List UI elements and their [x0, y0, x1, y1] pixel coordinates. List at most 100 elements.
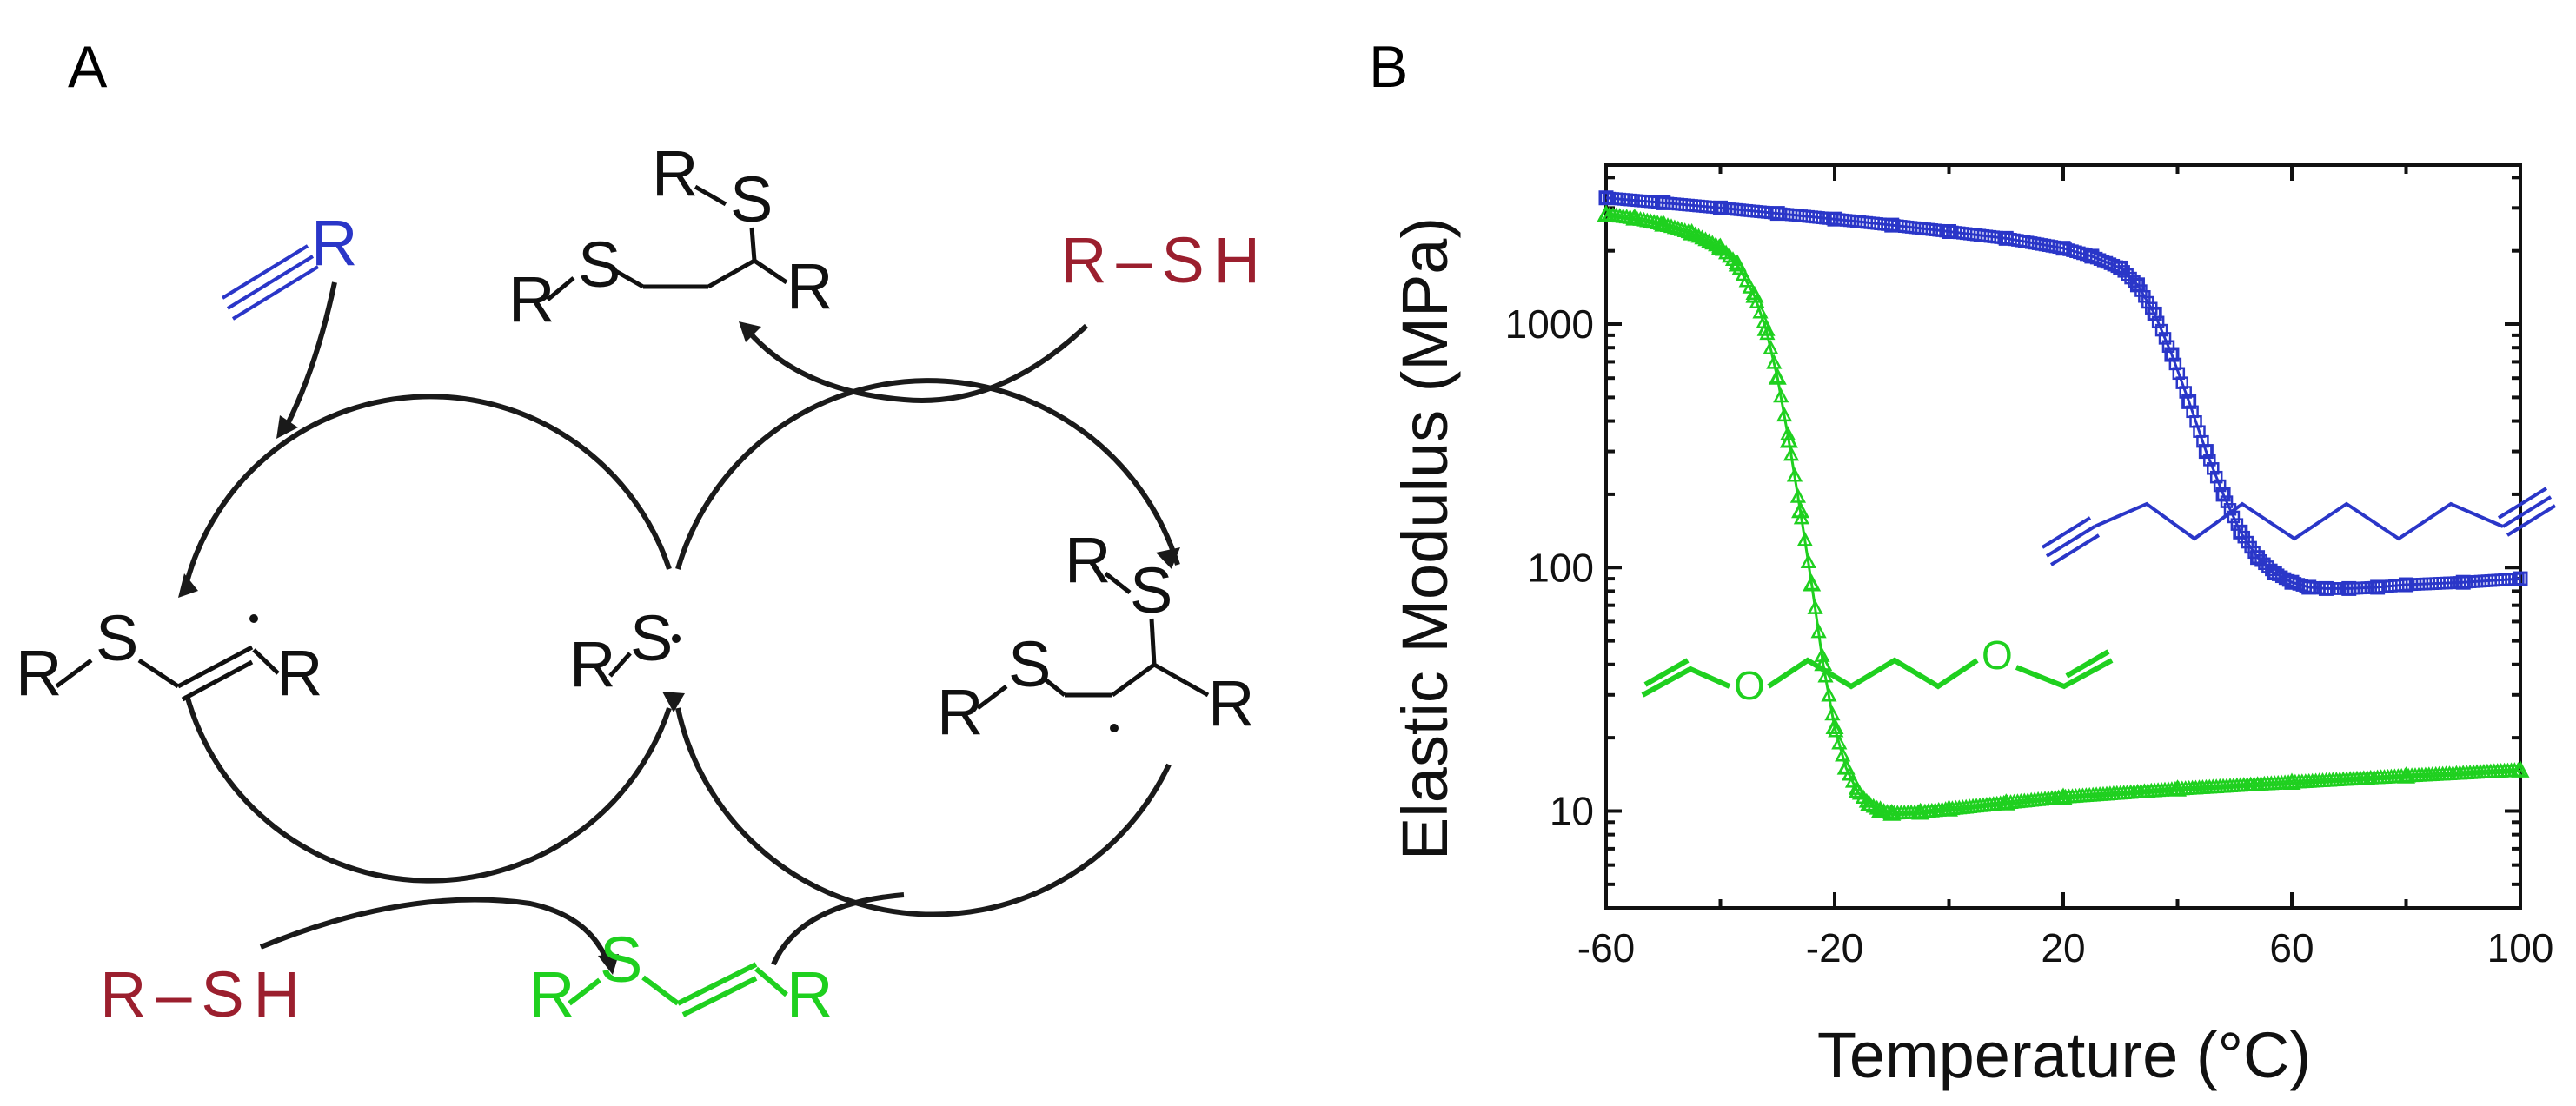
dialkyne-structure-icon	[2041, 487, 2557, 566]
marker	[1810, 623, 1827, 639]
marker	[2158, 332, 2172, 345]
marker	[2121, 268, 2134, 281]
y-axis-title: Elastic Modulus (MPa)	[1389, 217, 1461, 860]
x-axis-title: Temperature (°C)	[1817, 1019, 2311, 1091]
arrowhead-4	[178, 573, 198, 598]
marker	[1803, 575, 1820, 591]
top-adduct-r2: R	[508, 263, 554, 335]
marker	[1704, 235, 1721, 250]
marker	[1776, 407, 1793, 422]
marker	[1708, 236, 1724, 252]
plot-area: 10 100 1000 -60 -20 20 60 100	[1505, 163, 2554, 970]
series-line	[1605, 214, 2521, 816]
marker	[1783, 446, 1800, 461]
x-tick-label: -20	[1806, 925, 1863, 970]
marker	[2213, 479, 2227, 493]
x-tick-label: 60	[2269, 925, 2314, 970]
marker	[2220, 495, 2234, 508]
right-adduct-radical-dot	[1110, 724, 1119, 732]
thiyl-radical-structure: R S	[569, 602, 681, 700]
thiol-bottom-text: R–SH	[100, 958, 300, 1030]
marker	[1789, 487, 1806, 503]
thiol-bottom-entry-arrow	[259, 897, 611, 966]
marker	[1800, 553, 1816, 568]
thiyl-radical-dot	[672, 634, 681, 643]
marker	[1865, 798, 1882, 813]
vinyl-radical-dot	[249, 614, 258, 623]
marker	[1697, 231, 1714, 247]
top-adduct-r1: R	[652, 137, 698, 209]
marker	[2209, 470, 2223, 484]
right-adduct-r1: R	[1065, 524, 1111, 596]
marker	[2203, 454, 2216, 467]
marker	[2114, 262, 2127, 275]
panel-a-letter: A	[68, 34, 108, 100]
marker	[1766, 354, 1783, 369]
vinyl-radical-s: S	[96, 602, 138, 674]
thiol-bottom-structure: R–SH	[100, 958, 300, 1030]
marker	[1759, 325, 1776, 341]
vinyl-sulfide-r1: R	[528, 958, 574, 1030]
marker	[2117, 265, 2130, 278]
x-axis: -60 -20 20 60 100	[1577, 165, 2554, 970]
thiyl-r: R	[569, 628, 615, 700]
thiol-top-text: R–SH	[1060, 224, 1260, 296]
marker	[2151, 315, 2165, 329]
marker	[1821, 686, 1837, 702]
marker	[1763, 340, 1779, 354]
marker	[2510, 761, 2526, 777]
thiol-top-structure: R–SH	[1060, 224, 1260, 296]
marker	[2148, 308, 2161, 321]
marker	[1701, 233, 1717, 248]
marker	[1807, 599, 1823, 614]
vinyl-sulfide-r2: R	[787, 958, 833, 1030]
marker	[2128, 275, 2141, 288]
marker	[1828, 722, 1844, 738]
marker	[2230, 518, 2244, 531]
marker	[1683, 224, 1700, 240]
panel-b: B 10 100 1000 -60 -20 20 60 100 Elastic Modulu…	[1369, 34, 2557, 1091]
right-dithioether-structure: R S R S R	[937, 524, 1254, 748]
vinyl-sulfide-structure: R S R	[528, 924, 833, 1030]
left-cycle-arc-lower	[184, 694, 672, 884]
marker	[1773, 387, 1789, 403]
vinyl-sulfide-exit-arrow	[771, 892, 905, 966]
alkyne-entry-arrow	[284, 281, 337, 427]
vinyl-radical-r2: R	[276, 637, 322, 709]
ether-o-1: O	[1734, 663, 1765, 708]
marker	[1786, 467, 1803, 482]
marker	[1835, 746, 1851, 762]
marker	[1745, 285, 1762, 300]
marker	[2200, 445, 2213, 458]
top-dithioether-structure: R S R S R	[508, 137, 833, 335]
divinyl-ether-structure-icon: O O	[1641, 632, 2114, 708]
marker	[1814, 646, 1830, 662]
arrowhead-5	[662, 692, 685, 712]
marker	[1780, 426, 1796, 440]
right-adduct-r2: R	[937, 676, 983, 748]
marker	[1690, 228, 1707, 243]
marker	[1793, 509, 1809, 525]
thiol-top-entry-arrow	[745, 323, 1089, 403]
marker	[1824, 705, 1841, 721]
marker	[2207, 462, 2220, 475]
marker	[1752, 303, 1769, 319]
top-adduct-s1: S	[730, 163, 773, 235]
arrowhead-2	[739, 321, 761, 342]
vinyl-sulfide-s: S	[600, 924, 642, 996]
marker	[2124, 271, 2137, 285]
marker	[1749, 294, 1765, 308]
marker	[1694, 229, 1710, 245]
x-tick-label: 100	[2487, 925, 2554, 970]
x-tick-label: -60	[1577, 925, 1635, 970]
arrowhead-3	[598, 954, 619, 975]
marker	[2512, 573, 2525, 586]
marker	[1769, 368, 1786, 384]
y-tick-label: 100	[1527, 545, 1594, 590]
marker	[2216, 487, 2230, 501]
series-triangle-group	[1597, 204, 2530, 821]
marker	[1687, 226, 1703, 242]
right-adduct-r3: R	[1208, 667, 1254, 739]
marker	[2161, 340, 2175, 353]
